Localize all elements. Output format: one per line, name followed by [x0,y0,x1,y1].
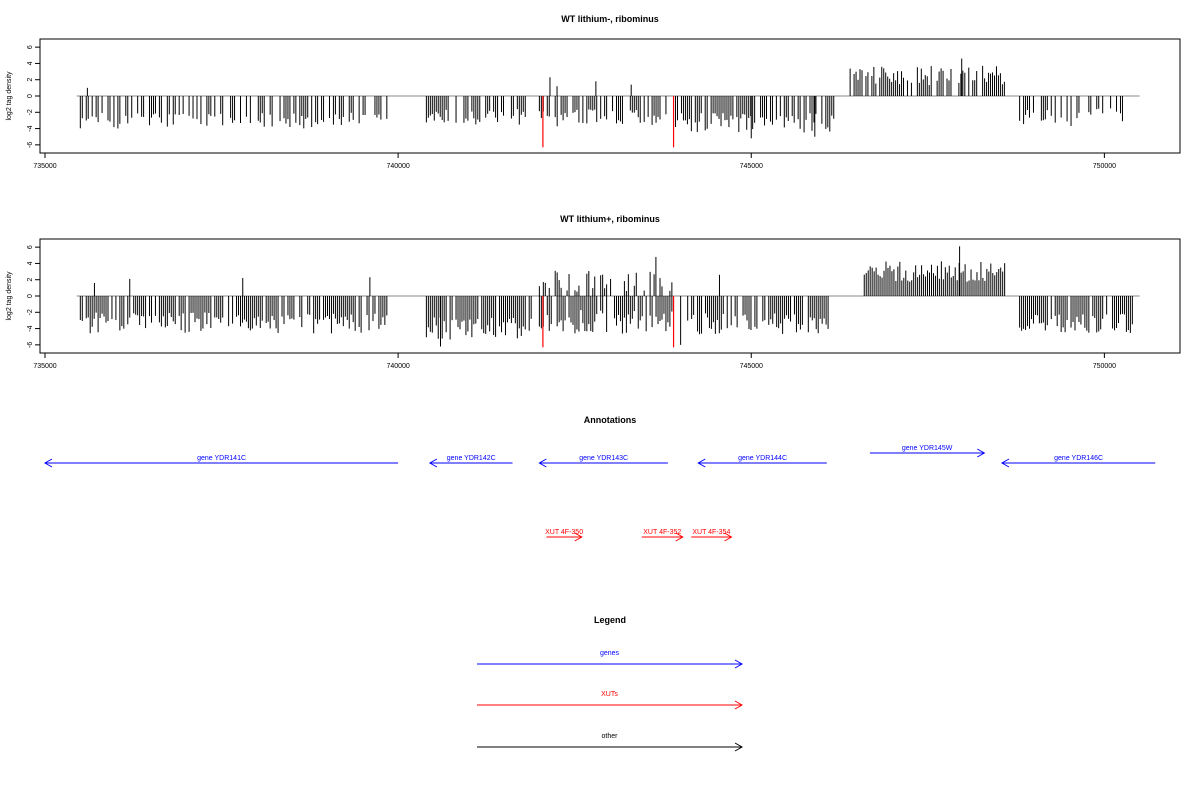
panel-lithium-minus: WT lithium-, ribominus log2 tag density … [6,14,1181,170]
x-tick-label: 735000 [33,163,56,170]
y-tick-label: 4 [27,61,34,65]
legend-title: Legend [594,615,626,625]
gene-label: gene YDR142C [447,455,496,462]
gene-label: gene YDR141C [197,455,246,462]
y-tick-label: -6 [27,342,34,348]
annotations-title: Annotations [584,415,637,425]
y-tick-label: 6 [27,45,34,49]
y-tick-label: 0 [27,294,34,298]
panel-2-ylabel: log2 tag density [6,271,13,321]
xut-label: XUT 4F-352 [643,529,681,536]
panel-2-bars [76,246,1140,348]
gene-label: gene YDR144C [738,455,787,462]
gene-arrow-arrowhead [1000,458,1010,468]
annotation-items: gene YDR141C gene YDR142C gene YDR143C gene… [43,445,1156,542]
gene-arrow-arrowhead [428,458,438,468]
panel-1-title: WT lithium-, ribominus [561,14,659,24]
gene-arrow-arrowhead [697,458,706,468]
x-tick-label: 745000 [740,363,763,370]
y-tick-label: -2 [27,309,34,315]
panel-2-axes: 6 4 2 0 -2 -4 -6 735000 740000 745000 750000 [27,245,1116,370]
y-tick-label: -2 [27,109,34,115]
x-tick-label: 740000 [386,363,409,370]
legend-label: other [602,733,619,740]
panel-2-title: WT lithium+, ribominus [560,214,660,224]
annotations-track: Annotations gene YDR141C gene YDR142C gene… [43,415,1156,542]
gene-label: gene YDR146C [1054,455,1103,462]
gene-arrow-arrowhead [538,458,547,468]
y-tick-label: 6 [27,245,34,249]
xut-arrow-arrowhead [724,532,733,542]
xut-label: XUT 4F-354 [692,529,730,536]
legend-arrowhead [734,742,744,752]
xut-arrow-arrowhead [675,532,684,542]
xut-label: XUT 4F-350 [545,529,583,536]
x-tick-label: 740000 [386,163,409,170]
panel-1-axes: 6 4 2 0 -2 -4 -6 735000 740000 745000 750000 [27,45,1116,170]
x-tick-label: 750000 [1093,363,1116,370]
legend-label: genes [600,650,620,657]
legend: Legend genes XUTs other [477,615,744,752]
x-tick-label: 750000 [1093,163,1116,170]
y-tick-label: -4 [27,125,34,131]
y-tick-label: -6 [27,142,34,148]
panel-1-ylabel: log2 tag density [6,71,13,121]
legend-arrowhead [734,700,744,710]
gene-arrow-arrowhead [43,458,53,468]
y-tick-label: 2 [27,78,34,82]
x-tick-label: 735000 [33,363,56,370]
panel-1-bars [76,58,1140,148]
legend-arrowhead [734,659,744,669]
gene-label: gene YDR143C [579,455,628,462]
y-tick-label: -4 [27,325,34,331]
legend-items: genes XUTs other [477,650,744,752]
panel-lithium-plus: WT lithium+, ribominus log2 tag density … [6,214,1181,370]
y-tick-label: 2 [27,278,34,282]
gene-label: gene YDR145W [902,445,953,452]
x-tick-label: 745000 [740,163,763,170]
legend-label: XUTs [601,691,618,698]
gene-arrow-arrowhead [977,448,986,458]
xut-arrow-arrowhead [574,532,583,542]
y-tick-label: 0 [27,94,34,98]
y-tick-label: 4 [27,261,34,265]
